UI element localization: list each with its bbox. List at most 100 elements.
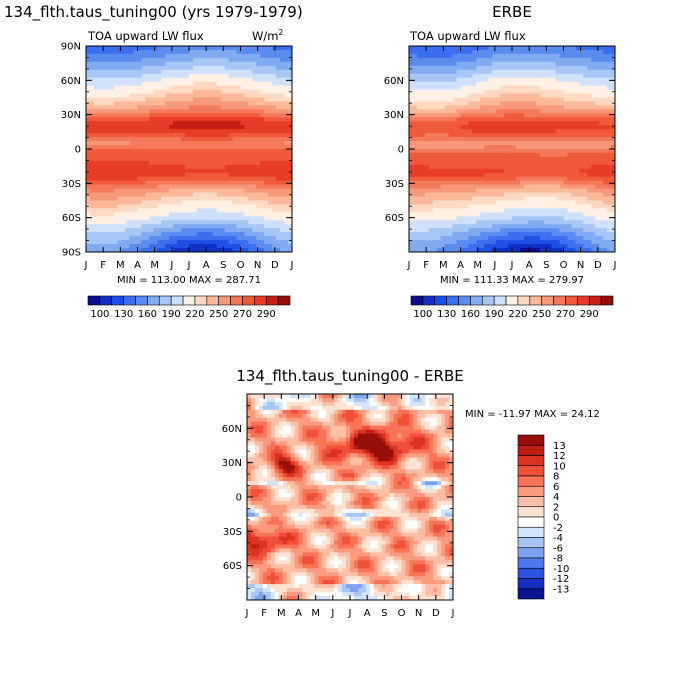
heatmap-cell bbox=[196, 228, 202, 233]
heatmap-cell bbox=[280, 97, 285, 103]
heatmap-cell bbox=[216, 105, 222, 110]
heatmap-cell bbox=[129, 49, 135, 55]
heatmap-cell bbox=[523, 145, 529, 150]
heatmap-cell bbox=[268, 129, 273, 134]
heatmap-cell bbox=[523, 188, 529, 194]
heatmap-cell bbox=[212, 176, 218, 182]
heatmap-cell bbox=[551, 168, 557, 174]
heatmap-cell bbox=[579, 137, 584, 142]
heatmap-cell bbox=[220, 192, 226, 198]
heatmap-cell bbox=[280, 176, 285, 182]
heatmap-cell bbox=[472, 133, 477, 138]
heatmap-cell bbox=[208, 145, 214, 150]
heatmap-cell bbox=[236, 89, 242, 95]
heatmap-cell bbox=[236, 137, 242, 142]
heatmap-cell bbox=[496, 93, 501, 99]
heatmap-cell bbox=[280, 77, 285, 83]
heatmap-cell bbox=[157, 204, 162, 210]
heatmap-cell bbox=[228, 224, 234, 229]
heatmap-cell bbox=[129, 204, 135, 210]
heatmap-cell bbox=[444, 53, 450, 59]
heatmap-cell bbox=[196, 160, 202, 166]
heatmap-cell bbox=[508, 57, 513, 63]
heatmap-cell bbox=[464, 200, 470, 206]
heatmap-cell bbox=[535, 164, 541, 170]
heatmap-cell bbox=[583, 109, 588, 114]
heatmap-cell bbox=[252, 240, 257, 245]
heatmap-cell bbox=[153, 85, 158, 91]
heatmap-cell bbox=[444, 184, 450, 190]
heatmap-cell bbox=[256, 164, 261, 170]
heatmap-cell bbox=[129, 69, 135, 75]
heatmap-cell bbox=[185, 212, 190, 217]
heatmap-cell bbox=[161, 77, 166, 83]
heatmap-cell bbox=[113, 85, 119, 91]
heatmap-cell bbox=[161, 216, 166, 221]
heatmap-cell bbox=[192, 85, 198, 91]
heatmap-cell bbox=[173, 121, 178, 126]
heatmap-cell bbox=[508, 53, 513, 59]
heatmap-cell bbox=[264, 216, 269, 221]
colorbar-swatch bbox=[147, 295, 160, 306]
heatmap-cell bbox=[519, 172, 525, 178]
heatmap-cell bbox=[185, 184, 190, 190]
heatmap-cell bbox=[181, 61, 186, 67]
heatmap-cell bbox=[196, 212, 202, 217]
heatmap-cell bbox=[93, 192, 99, 198]
heatmap-cell bbox=[169, 57, 174, 63]
heatmap-cell bbox=[133, 228, 139, 233]
heatmap-cell bbox=[280, 149, 285, 154]
heatmap-cell bbox=[531, 109, 537, 114]
heatmap-cell bbox=[567, 73, 573, 79]
heatmap-cell bbox=[484, 117, 489, 122]
heatmap-cell bbox=[185, 224, 190, 229]
heatmap-cell bbox=[264, 236, 269, 241]
heatmap-cell bbox=[208, 109, 214, 114]
heatmap-cell bbox=[220, 224, 226, 229]
heatmap-cell bbox=[117, 57, 123, 63]
heatmap-cell bbox=[607, 53, 612, 59]
heatmap-cell bbox=[531, 164, 537, 170]
heatmap-cell bbox=[153, 172, 158, 178]
heatmap-cell bbox=[555, 188, 561, 194]
heatmap-cell bbox=[452, 89, 458, 95]
heatmap-cell bbox=[177, 61, 182, 67]
heatmap-cell bbox=[563, 180, 569, 186]
heatmap-cell bbox=[555, 113, 561, 118]
heatmap-cell bbox=[260, 232, 265, 237]
heatmap-cell bbox=[240, 125, 246, 130]
heatmap-cell bbox=[224, 160, 230, 166]
heatmap-cell bbox=[117, 180, 123, 186]
heatmap-cell bbox=[177, 137, 182, 142]
heatmap-cell bbox=[264, 224, 269, 229]
heatmap-cell bbox=[531, 69, 537, 75]
heatmap-cell bbox=[117, 109, 123, 114]
heatmap-cell bbox=[563, 200, 569, 206]
heatmap-cell bbox=[523, 85, 529, 91]
heatmap-cell bbox=[256, 97, 261, 103]
heatmap-cell bbox=[559, 113, 565, 118]
heatmap-cell bbox=[412, 204, 418, 210]
heatmap-cell bbox=[456, 77, 462, 83]
heatmap-cell bbox=[424, 176, 430, 182]
heatmap-cell bbox=[519, 152, 525, 158]
heatmap-cell bbox=[591, 85, 596, 91]
heatmap-cell bbox=[109, 212, 115, 217]
heatmap-cell bbox=[228, 236, 234, 241]
heatmap-cell bbox=[272, 49, 277, 55]
heatmap-cell bbox=[204, 69, 210, 75]
heatmap-cell bbox=[216, 244, 222, 249]
heatmap-cell bbox=[236, 196, 242, 202]
heatmap-cell bbox=[93, 141, 99, 146]
heatmap-cell bbox=[192, 228, 198, 233]
heatmap-cell bbox=[496, 184, 501, 190]
heatmap-cell bbox=[89, 46, 95, 51]
heatmap-cell bbox=[113, 200, 119, 206]
heatmap-cell bbox=[280, 224, 285, 229]
heatmap-cell bbox=[428, 156, 434, 162]
heatmap-cell bbox=[456, 105, 462, 110]
heatmap-cell bbox=[460, 184, 466, 190]
heatmap-cell bbox=[185, 73, 190, 79]
heatmap-cell bbox=[260, 57, 265, 63]
heatmap-cell bbox=[484, 97, 489, 103]
